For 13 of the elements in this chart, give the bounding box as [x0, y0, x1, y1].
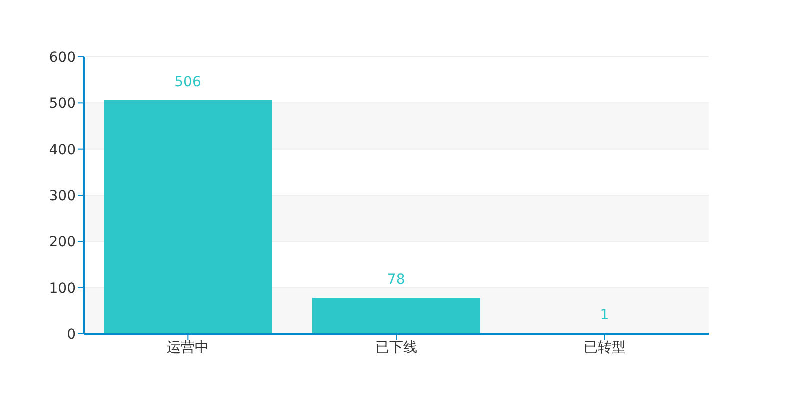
x-tick-label: 运营中	[167, 340, 210, 356]
x-tick-label: 已转型	[584, 340, 626, 356]
y-tick-label: 300	[49, 188, 76, 204]
y-tick-label: 400	[49, 142, 76, 158]
y-tick-label: 600	[49, 50, 76, 66]
data-label: 506	[174, 74, 202, 90]
y-tick-label: 500	[49, 96, 76, 112]
data-label: 78	[387, 272, 406, 288]
y-tick-label: 200	[49, 234, 76, 251]
y-tick-label: 0	[67, 326, 76, 343]
y-tick-label: 100	[49, 280, 76, 297]
data-label: 1	[600, 308, 610, 324]
x-tick-label: 已下线	[376, 340, 418, 356]
